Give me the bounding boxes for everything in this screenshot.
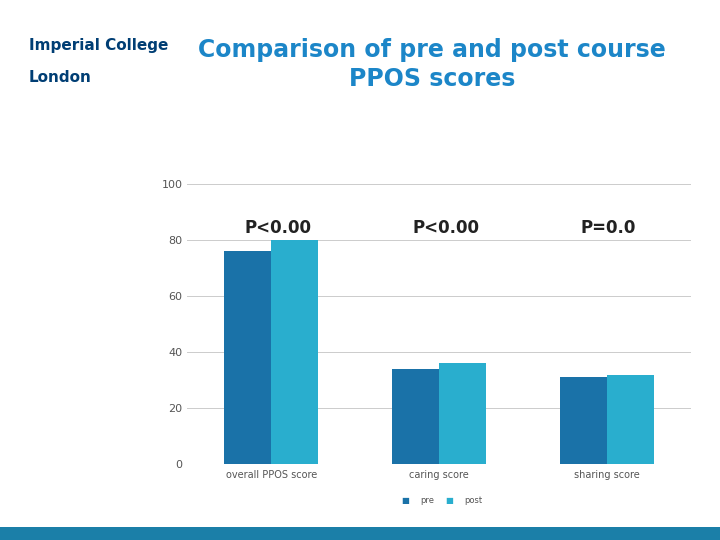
Text: ■: ■ — [401, 496, 409, 505]
Text: ■: ■ — [445, 496, 453, 505]
Text: Comparison of pre and post course
PPOS scores: Comparison of pre and post course PPOS s… — [198, 38, 666, 91]
Bar — [439, 363, 486, 464]
Text: pre: pre — [420, 496, 433, 505]
Text: London: London — [29, 70, 91, 85]
Text: P=0.0: P=0.0 — [580, 219, 636, 237]
Text: post: post — [464, 496, 482, 505]
Bar — [560, 377, 607, 464]
Text: Imperial College: Imperial College — [29, 38, 168, 53]
Bar — [392, 369, 439, 464]
Text: P<0.00: P<0.00 — [244, 219, 311, 237]
Text: P<0.00: P<0.00 — [413, 219, 480, 237]
Bar — [271, 240, 318, 464]
Bar — [224, 251, 271, 464]
Bar — [607, 375, 654, 464]
